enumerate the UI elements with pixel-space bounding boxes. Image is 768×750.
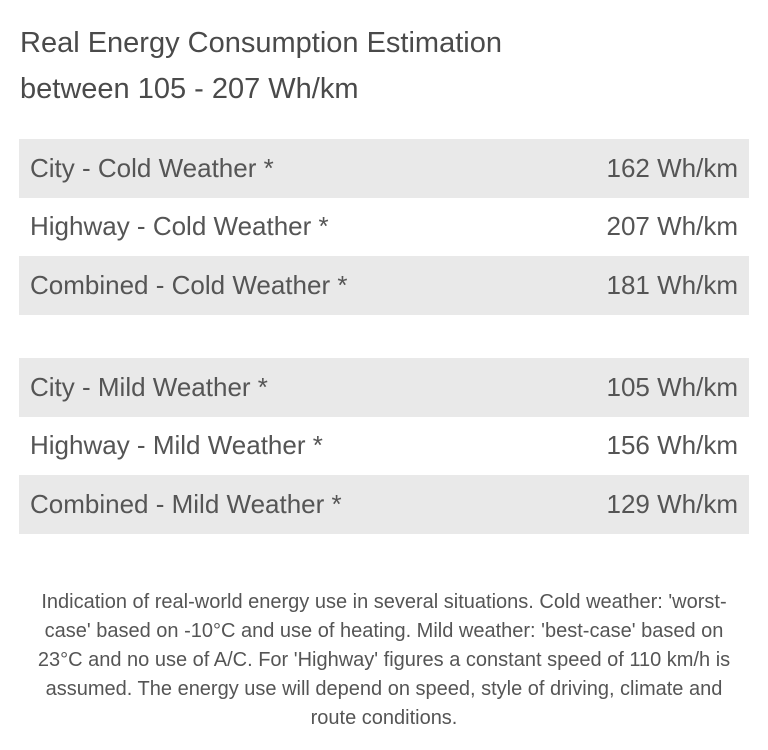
row-value: 156 Wh/km [606,430,739,461]
table-row: Highway - Mild Weather * 156 Wh/km [19,417,749,476]
row-value: 181 Wh/km [521,256,749,315]
cold-weather-table: City - Cold Weather * 162 Wh/km Highway - … [19,139,749,315]
table-row: Combined - Mild Weather * 129 Wh/km [19,475,749,534]
row-value: 162 Wh/km [521,139,749,198]
row-value: 105 Wh/km [518,358,749,417]
table-row: Highway - Cold Weather * 207 Wh/km [19,198,749,257]
row-label: Highway - Mild Weather * [30,430,323,461]
table-row: City - Cold Weather * 162 Wh/km [19,139,749,198]
table-row: City - Mild Weather * 105 Wh/km [19,358,749,417]
table-row: Combined - Cold Weather * 181 Wh/km [19,256,749,315]
row-label: City - Cold Weather * [19,139,522,198]
heading-line: Real Energy Consumption Estimation [20,27,502,59]
heading-line: between 105 - 207 Wh/km [20,73,359,105]
row-label: Combined - Cold Weather * [19,256,522,315]
row-value: 129 Wh/km [518,475,749,534]
row-value: 207 Wh/km [606,211,739,242]
heading: Real Energy Consumption Estimation betwe… [20,20,502,112]
row-label: Combined - Mild Weather * [19,475,519,534]
mild-weather-table: City - Mild Weather * 105 Wh/km Highway - … [19,358,749,534]
row-label: Highway - Cold Weather * [30,211,329,242]
row-label: City - Mild Weather * [19,358,519,417]
note: Indication of real-world energy use in s… [37,591,731,729]
